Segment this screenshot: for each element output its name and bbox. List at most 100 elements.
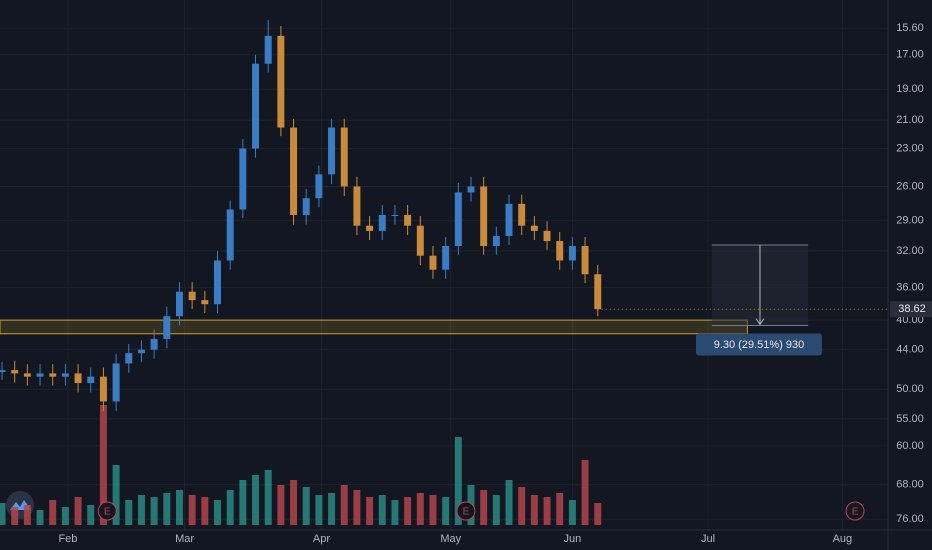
measure-arrowhead [755, 318, 765, 326]
volume-bar [480, 490, 488, 525]
candle-body [340, 127, 348, 187]
earnings-marker [456, 501, 476, 521]
volume-bar [378, 495, 386, 525]
volume-bar [404, 497, 412, 525]
candle-body [454, 192, 462, 247]
candle-body [543, 230, 551, 242]
last-price-box [890, 301, 932, 318]
x-tick-label: Mar [175, 533, 194, 545]
volume-bar [99, 405, 107, 525]
volume-bar [201, 497, 209, 525]
candle-body [315, 174, 323, 199]
candle-body [87, 376, 95, 384]
y-tick-label: 50.00 [896, 383, 924, 395]
volume-bar [568, 500, 576, 525]
candle-body [36, 373, 44, 377]
candle-body [492, 236, 500, 247]
x-tick-label: May [440, 533, 461, 545]
candle-body [366, 225, 374, 231]
candle-body [0, 370, 6, 373]
volume-bar [239, 480, 247, 525]
volume-bar [175, 490, 183, 525]
support-zone [0, 319, 748, 335]
y-tick-label: 15.60 [896, 22, 924, 34]
candle-body [125, 353, 133, 364]
volume-bar [11, 507, 19, 525]
y-tick-label: 68.00 [896, 479, 924, 491]
candle-body [74, 373, 82, 384]
candle-body [277, 35, 285, 128]
volume-bar [277, 485, 285, 525]
candle-body [556, 241, 564, 261]
volume-bar [150, 497, 158, 525]
candle-body [518, 203, 526, 226]
candle-body [530, 225, 538, 231]
candle-body [594, 274, 602, 310]
volume-bar [302, 487, 310, 525]
measure-label-box [695, 333, 822, 356]
volume-bar [340, 485, 348, 525]
volume-bar [226, 490, 234, 525]
candle-body [416, 225, 424, 256]
candle-body [480, 186, 488, 247]
candle-body [188, 291, 196, 301]
candle-body [214, 260, 221, 305]
earnings-marker [845, 501, 865, 521]
y-tick-label: 76.00 [896, 513, 924, 525]
volume-bar [112, 465, 120, 525]
x-tick-label: Aug [833, 533, 853, 545]
y-tick-label: 36.00 [896, 281, 924, 293]
candle-body [239, 148, 247, 210]
volume-bar [518, 487, 526, 525]
y-tick-label: 19.00 [896, 83, 924, 95]
candle-body [137, 349, 145, 354]
candle-body [290, 127, 298, 215]
candle-body [404, 214, 412, 226]
volume-bar [23, 505, 31, 525]
candle-body [163, 316, 171, 339]
measure-label: 9.30 (29.51%) 930 [714, 339, 805, 351]
volume-bar [163, 493, 171, 525]
volume-bar [328, 493, 336, 525]
volume-bar [594, 503, 602, 525]
volume-bar [290, 480, 298, 525]
candle-body [175, 291, 183, 317]
volume-bar [61, 507, 69, 525]
candle-body [201, 300, 209, 305]
volume-bar [49, 500, 57, 525]
volume-bar [454, 437, 462, 525]
volume-bar [214, 500, 221, 525]
earnings-marker [97, 501, 117, 521]
volume-bar [315, 495, 323, 525]
y-tick-label: 17.00 [896, 49, 924, 61]
y-tick-label: 60.00 [896, 440, 924, 452]
x-tick-label: Apr [313, 533, 330, 545]
candle-body [112, 363, 120, 402]
candle-body [467, 186, 475, 193]
volume-bar [0, 503, 6, 525]
earnings-label: E [104, 507, 111, 518]
volume-bar [125, 500, 133, 525]
candle-body [150, 338, 158, 350]
y-tick-label: 23.00 [896, 142, 924, 154]
candle-body [429, 255, 437, 270]
candle-body [264, 35, 272, 64]
candle-body [302, 198, 310, 215]
volume-bar [429, 495, 437, 525]
volume-bar [391, 500, 399, 525]
candle-body [252, 63, 260, 149]
volume-bar [264, 470, 272, 525]
last-price-label: 38.62 [898, 303, 926, 315]
volume-bar [505, 480, 513, 525]
volume-bar [530, 495, 538, 525]
volume-bar [353, 490, 361, 525]
candle-body [328, 127, 336, 175]
candle-body [568, 246, 576, 261]
candle-body [23, 373, 31, 377]
volume-bar [543, 497, 551, 525]
volume-bar [137, 495, 145, 525]
candle-body [49, 373, 57, 377]
y-tick-label: 21.00 [896, 114, 924, 126]
